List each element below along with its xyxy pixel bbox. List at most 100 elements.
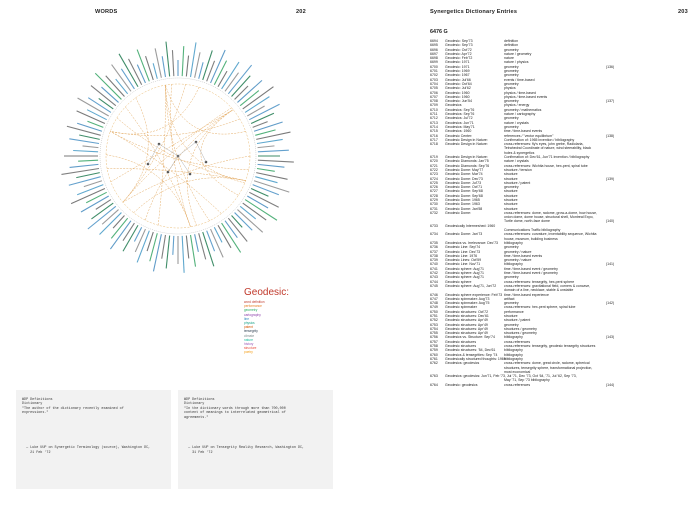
network-word-label [234,212,253,231]
entry-term: Geodesics: 1960 [445,129,472,134]
entry-term: Geodesic Design in Nature: [445,142,488,147]
entry-row: 6715 Geodesics: 1960 time / time-based eve… [430,129,690,133]
entry-page-ref: (136) [606,64,615,69]
network-word-label [198,233,207,260]
network-word-label [181,46,185,77]
entry-term: Geodesic structures [445,344,477,349]
network-word-label [110,217,129,239]
network-word-label [257,149,289,153]
network-hub-link [177,141,197,157]
legend-title: Geodesic: [244,287,290,298]
entry-term: Geodesic Dome: Jan'73 [445,232,483,237]
entry-term: Geodesic Design in Nature: [445,137,488,142]
entry-subject: holes & synergetics [504,150,535,155]
entry-row: 6760 Geodesics & tensegrities: Sep '74 bib… [430,353,690,357]
network-word-label [120,68,135,90]
entry-term: Geodesics & tensegrities: Sep '74 [445,352,498,357]
entry-term: Geodesics: May'71 [445,124,475,129]
entry-subject: geometry [504,81,519,86]
network-word-label [61,167,100,176]
network-link [110,118,240,136]
entry-subject: most economical [504,369,531,374]
network-word-label [87,205,117,230]
network-word-label [145,55,154,81]
entry-term: Geodesic structures: Oct'72 [445,309,489,314]
entry-number: 6735 [430,240,438,245]
entry-row: 6703 Geodesic: Jul'66 events / time-based [430,78,690,82]
entry-subject: May '71, Sep '73 bibliography [504,378,550,383]
network-link [133,177,246,213]
entry-row: 6755 Geodesic structures: Apr'49 structure… [430,331,690,335]
entry-term: Geodesics: geodesics [445,361,480,366]
entry-number: 6721 [430,163,438,168]
entry-row: 6756 Geodesics vs. Structure: Sep'74 bibli… [430,335,690,339]
entries-subheader: 6476 G [430,29,448,35]
network-word-label [221,61,240,90]
entry-term: Geodesic sphere [445,279,472,284]
network-word-label [133,227,143,242]
entry-term: Geodesic structures [445,339,477,344]
entry-row: 6702 Geodesic: 1967 geometry [430,73,690,77]
network-word-label [69,138,100,145]
entry-row: 6745 Geodesic sphere: Aug'71, Jun'72 cross… [430,284,690,288]
network-word-label [257,163,285,168]
network-word-label [185,235,190,259]
entry-row: 6712 Geodesics: Jul'72 geometry [430,116,690,120]
entry-subject: artifact [504,296,515,301]
entry-number: 6715 [430,129,438,134]
entry-term: Geodesic spinmaker: Aug'75 [445,301,490,306]
entry-subject: geometry / nature [504,258,532,263]
entry-subject: structure [504,197,518,202]
legend-item: physics [244,321,255,326]
entry-term: Geodesic: Jul'62 [445,86,471,91]
network-word-label [256,131,291,140]
network-link [105,154,191,227]
network-word-label [68,176,101,186]
entry-row: 6738 Geodesic Line: 1976 time / time-based… [430,254,690,258]
network-word-label [99,212,122,235]
entry-subject: geometry [504,124,519,129]
entry-subject: cross-references: fly's eyes, john grebe… [504,142,584,147]
entry-number: 6737 [430,249,438,254]
entry-number: 6714 [430,124,438,129]
entry-subject: references / "vector equilibrium" [504,133,554,138]
radial-word-network [61,41,294,273]
entry-number: 6730 [430,202,438,207]
network-ring [99,77,257,235]
network-word-label [213,227,223,243]
network-word-label [198,62,204,79]
entry-row: 6699 Geodesic: 1971 nature / physics [430,60,690,64]
entry-row: 6744 Geodesic sphere cross-references: ten… [430,280,690,284]
left-page: WORDS 202 Geodesic: word definition perfo… [16,9,333,489]
entry-term: Geodesic Dome: Oct'71 [445,185,483,190]
entry-subject: cross-references: tensegrity, hex-pent s… [504,279,575,284]
entry-subject: time / time-based event / geometry [504,271,558,276]
entry-row: 6709 Geodesics physics / energy [430,103,690,107]
network-word-label [152,63,158,79]
entry-row: 6716 Geodesic Center: references / "vector… [430,134,690,138]
entry-row: 6701 Geodesic: 1969 geometry [430,69,690,73]
entry-row: 6719 Geodesic Design in Nature: Confirmati… [430,155,690,159]
entry-subject: geometry [504,116,519,121]
network-link [165,85,245,184]
entry-number: 6716 [430,133,438,138]
entry-term: Geodesic: Sep'73 [445,39,473,43]
entry-subject: geometry / mathematics [504,107,542,112]
entry-number: 6760 [430,352,438,357]
entry-row: 6753 Geodesic structures: Apr'49 geometry [430,323,690,327]
network-word-label [87,97,112,113]
entry-subject: nature / geometry [504,51,532,56]
legend-item: line [244,316,249,321]
entry-term: Geodesic Dome: Dec'73 [445,176,483,181]
entry-subject: time / time-based events [504,253,543,258]
entry-subject: bibliography [504,356,523,361]
entry-subject: structure [504,172,518,177]
network-word-label [244,199,278,221]
entry-row: 6726 Geodesic Dome: Oct'71 geometry [430,185,690,189]
network-word-label [165,41,171,77]
entry-subject: bibliography [504,335,523,340]
right-page-number: 203 [678,9,688,15]
entry-row: 6698 Geodesic: Feb'72 nature [430,56,690,60]
entry-term: Geodesic Dome: 1965 [445,197,480,202]
entry-row: 6737 Geodesic Line: Dec'73 geometry / natu… [430,250,690,254]
